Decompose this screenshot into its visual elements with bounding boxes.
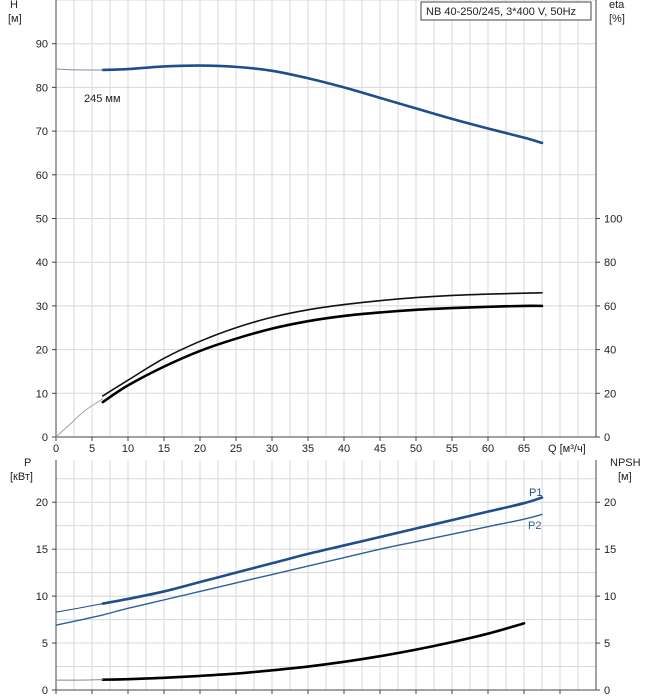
- x-tick-label: 65: [518, 443, 530, 455]
- axes-layer: [52, 0, 600, 694]
- series-line-0-1: [55, 68, 104, 71]
- x-tick-label: 30: [266, 443, 278, 455]
- chart-title: NB 40-250/245, 3*400 V, 50Hz: [426, 6, 576, 18]
- grid-layer: [55, 0, 597, 691]
- right-tick-label: 20: [604, 497, 616, 509]
- series-line-0-0: [101, 64, 544, 145]
- top-left-axis-label-2: [м]: [8, 13, 22, 25]
- x-tick-label: 10: [122, 443, 134, 455]
- x-tick-label: 55: [446, 443, 458, 455]
- series-line-1-3: [101, 622, 526, 681]
- x-tick-label: 40: [338, 443, 350, 455]
- series-layer: [55, 64, 544, 681]
- series-line-1-2: [55, 513, 543, 626]
- left-tick-label: 60: [36, 170, 48, 182]
- series-line-0-4: [55, 398, 104, 438]
- left-tick-label: 80: [36, 82, 48, 94]
- right-tick-label: 60: [604, 301, 616, 313]
- left-tick-label: 15: [36, 544, 48, 556]
- left-tick-label: 10: [36, 591, 48, 603]
- title-box: [420, 1, 592, 21]
- top-right-axis-label-2: [%]: [609, 13, 625, 25]
- right-tick-label: 0: [604, 432, 610, 444]
- right-tick-label: 10: [604, 591, 616, 603]
- left-tick-label: 0: [42, 685, 48, 697]
- series-label-p1: P1: [529, 487, 542, 499]
- series-line-1-0: [101, 496, 544, 605]
- x-tick-label: 60: [482, 443, 494, 455]
- bottom-left-axis-label-2: [кВт]: [10, 471, 33, 483]
- series-line-0-3: [101, 304, 544, 404]
- left-tick-label: 90: [36, 39, 48, 51]
- x-axis-label: Q [м³/ч]: [548, 443, 586, 455]
- left-tick-label: 50: [36, 214, 48, 226]
- right-tick-label: 20: [604, 388, 616, 400]
- left-tick-label: 20: [36, 497, 48, 509]
- series-label-p2: P2: [528, 520, 541, 532]
- bottom-right-axis-label-2: [м]: [618, 471, 632, 483]
- x-tick-label: 35: [302, 443, 314, 455]
- left-tick-label: 10: [36, 388, 48, 400]
- left-tick-label: 70: [36, 126, 48, 138]
- bottom-left-axis-label-1: P: [24, 457, 31, 469]
- series-line-1-4: [55, 679, 104, 681]
- top-left-axis-label-1: H: [10, 0, 18, 11]
- x-tick-label: 0: [53, 443, 59, 455]
- x-tick-label: 5: [89, 443, 95, 455]
- x-tick-label: 20: [194, 443, 206, 455]
- right-tick-label: 0: [604, 685, 610, 697]
- right-tick-label: 5: [604, 638, 610, 650]
- left-tick-label: 40: [36, 257, 48, 269]
- right-tick-label: 40: [604, 345, 616, 357]
- left-tick-label: 0: [42, 432, 48, 444]
- series-line-0-2: [102, 291, 543, 397]
- left-tick-label: 30: [36, 301, 48, 313]
- x-tick-label: 45: [374, 443, 386, 455]
- x-tick-label: 50: [410, 443, 422, 455]
- bottom-right-axis-label-1: NPSH: [610, 457, 641, 469]
- right-tick-label: 15: [604, 544, 616, 556]
- series-label-245mm: 245 мм: [84, 93, 121, 105]
- left-tick-label: 20: [36, 345, 48, 357]
- right-tick-label: 80: [604, 257, 616, 269]
- left-tick-label: 5: [42, 638, 48, 650]
- right-tick-label: 100: [604, 214, 622, 226]
- top-right-axis-label-1: eta: [609, 0, 625, 11]
- x-tick-label: 15: [158, 443, 170, 455]
- x-tick-label: 25: [230, 443, 242, 455]
- series-line-1-1: [55, 603, 104, 613]
